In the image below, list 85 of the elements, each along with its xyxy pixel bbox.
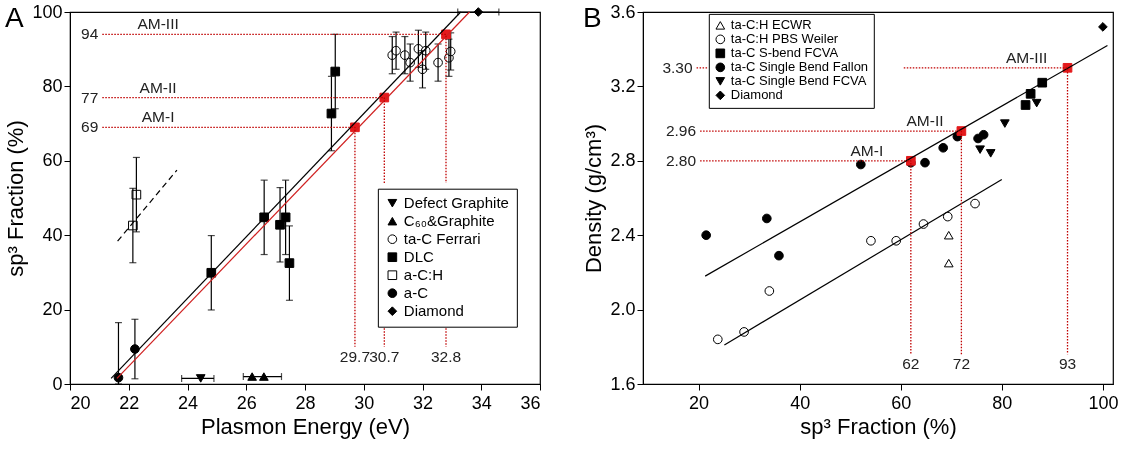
legend-label: Diamond: [730, 87, 783, 103]
legend-label: C₆₀&Graphite: [403, 212, 495, 230]
point: [712, 334, 723, 345]
x-tick-label: 80: [992, 392, 1013, 413]
y-tick-label: 2.4: [610, 224, 636, 245]
point: [1025, 89, 1036, 99]
y-tick-label: 60: [42, 150, 63, 171]
point: [701, 230, 711, 241]
x-tick-label: 36: [520, 392, 541, 413]
legend-label: Diamond: [403, 302, 464, 320]
annotation: 2.80: [665, 151, 697, 169]
x-axis-title: sp³ Fraction (%): [800, 413, 957, 439]
legend-label: ta-C:H PBS Weiler: [730, 31, 839, 47]
legend-label: ta-C S-bend FCVA: [730, 45, 839, 61]
legend-label: ta-C:H ECWR: [730, 17, 812, 33]
point: [985, 149, 996, 158]
chart-title: A: [4, 2, 24, 33]
point: [1098, 22, 1108, 32]
legend-label: ta-C Single Bend Fallon: [730, 59, 869, 75]
point: [1037, 77, 1048, 88]
point: [938, 142, 949, 153]
point: [866, 235, 876, 246]
annotation: AM-I: [850, 141, 884, 159]
annotation: 93: [1058, 355, 1077, 373]
legend-label: ta-C Single Bend FCVA: [730, 73, 867, 89]
x-axis-title: Plasmon Energy (eV): [200, 413, 411, 439]
annotation: AM-III: [137, 15, 179, 33]
chart-title: B: [582, 2, 602, 33]
point: [1000, 119, 1010, 128]
y-tick-label: 3.6: [610, 1, 636, 22]
point: [970, 198, 980, 209]
point: [943, 230, 954, 240]
x-tick-label: 32: [412, 392, 434, 413]
annotation: 72: [952, 355, 971, 373]
x-tick-label: 30: [354, 392, 375, 413]
y-tick-label: 20: [42, 299, 63, 320]
x-tick-label: 40: [790, 392, 811, 413]
x-tick-label: 24: [177, 392, 199, 413]
x-tick-label: 60: [891, 392, 912, 413]
y-tick-label: 80: [42, 75, 63, 96]
annotation: 32.8: [430, 347, 462, 365]
point: [774, 250, 784, 261]
point: [1031, 98, 1042, 108]
point: [943, 258, 954, 268]
point: [920, 157, 930, 168]
point: [1020, 100, 1031, 110]
x-tick-label: 26: [236, 392, 257, 413]
point: [942, 211, 953, 222]
x-tick-label: 28: [295, 392, 316, 413]
y-tick-label: 100: [32, 1, 63, 22]
annotation: 94: [81, 25, 99, 43]
point: [975, 145, 985, 154]
y-axis-title: sp³ Fraction (%): [3, 120, 29, 277]
annotation: AM-III: [1005, 48, 1048, 66]
annotation: 77: [81, 88, 99, 106]
y-tick-label: 2.0: [610, 299, 636, 320]
annotation: 62: [902, 355, 920, 373]
annotation: 29.7: [339, 347, 371, 365]
y-tick-label: 3.2: [610, 75, 636, 96]
x-tick-label: 20: [689, 392, 710, 413]
y-axis-title: Density (g/cm³): [581, 123, 607, 274]
y-tick-label: 40: [42, 224, 63, 245]
legend-label: a-C:H: [403, 266, 444, 284]
x-tick-label: 22: [119, 392, 140, 413]
point: [761, 213, 772, 224]
annotation: 2.96: [665, 122, 697, 140]
annotation: AM-II: [139, 78, 177, 96]
x-tick-label: 20: [70, 392, 91, 413]
x-tick-label: 100: [1088, 392, 1119, 413]
legend-label: a-C: [403, 284, 429, 302]
legend-label: DLC: [403, 248, 435, 266]
annotation: 69: [81, 118, 99, 136]
point: [764, 286, 775, 296]
point: [978, 129, 989, 140]
legend-label: ta-C Ferrari: [403, 230, 481, 248]
annotation: 3.30: [662, 58, 693, 76]
annotation: 30.7: [369, 347, 400, 365]
y-tick-label: 1.6: [610, 373, 636, 394]
legend-label: Defect Graphite: [403, 194, 509, 212]
y-tick-label: 2.8: [610, 150, 636, 171]
x-tick-label: 34: [471, 392, 492, 413]
annotation: AM-II: [906, 112, 944, 130]
annotation: AM-I: [141, 108, 175, 126]
y-tick-label: 0: [52, 373, 63, 394]
point: [855, 159, 866, 170]
